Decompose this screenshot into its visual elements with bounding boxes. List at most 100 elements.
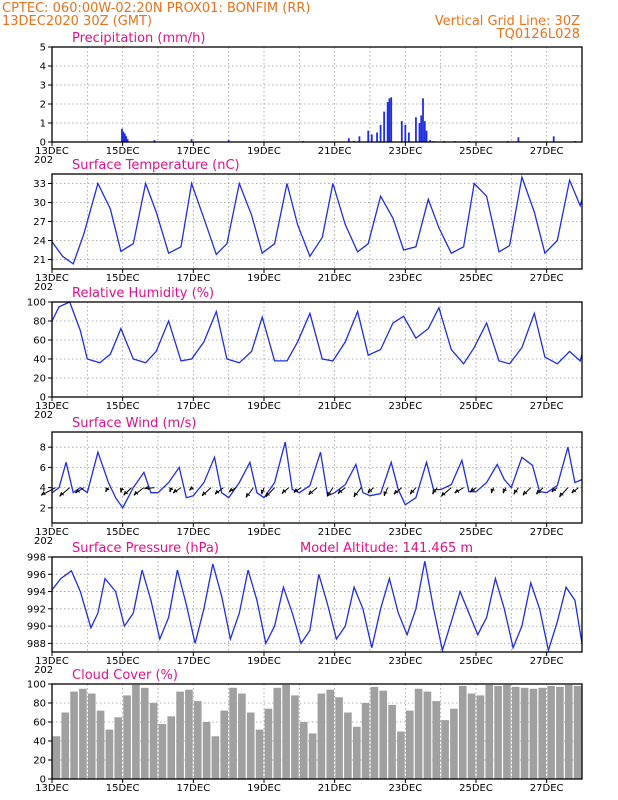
cloud-cover-bar — [529, 688, 538, 779]
cloud-cover-bar — [352, 726, 361, 779]
wind-vector-arrowhead — [260, 489, 265, 495]
precipitation-x-tick-label: 19DEC — [247, 146, 281, 157]
wind-vector-arrow — [75, 487, 85, 494]
precipitation-bar — [376, 132, 378, 142]
precipitation-bar — [390, 97, 393, 142]
wind-vector-arrowhead — [265, 492, 270, 498]
cloud-cover-bar — [140, 687, 149, 779]
wind-vector-arrow — [410, 487, 417, 495]
cloud-cover-bar — [291, 695, 299, 779]
temperature-x-tick-label: 23DEC — [388, 273, 422, 284]
wind-vector-arrowhead — [454, 488, 460, 494]
wind-vector-arrowhead — [502, 488, 507, 494]
cloud-cover-bar — [379, 690, 388, 779]
cloud-cover-y-tick-label: 40 — [33, 737, 46, 748]
wind-vector-arrow — [383, 487, 389, 497]
cloud-cover-bar — [273, 687, 282, 779]
cloud-cover-panel: 0 20 40 60 80 100 13DEC 15DEC 17DEC 19DEC 21DEC 23D… — [27, 668, 583, 794]
humidity-x-tick-label: 19DEC — [247, 401, 281, 412]
cloud-cover-bar — [538, 687, 547, 779]
pressure-x-tick-label: 21DEC — [318, 656, 352, 667]
pressure-frame — [51, 556, 583, 653]
cloud-cover-y-tick-label: 60 — [33, 718, 46, 729]
cloud-cover-bar — [105, 729, 114, 779]
temperature-x-tick-label: 21DEC — [318, 273, 352, 284]
wind-vector-arrow — [265, 487, 275, 498]
precipitation-bar — [367, 130, 370, 142]
cloud-cover-bar — [193, 701, 202, 779]
wind-x-tick-label: 25DEC — [459, 527, 493, 538]
wind-vector-arrowhead — [40, 491, 46, 496]
humidity-x-tick-label: 17DEC — [176, 401, 210, 412]
humidity-y-tick-label: 20 — [33, 374, 46, 385]
wind-vector-arrowhead — [201, 491, 207, 497]
precipitation-bar — [425, 130, 428, 142]
precipitation-bar — [122, 131, 125, 142]
precipitation-x-tick-label: 27DEC — [530, 146, 564, 157]
temperature-x-tick-label: 19DEC — [247, 273, 281, 284]
humidity-x-tick-label: 27DEC — [530, 401, 564, 412]
wind-panel: 2 4 6 8 13DEC 15DEC 17DEC 19DEC 21DEC 23DEC 25DEC 2… — [34, 416, 583, 547]
temperature-year-label: 202 — [34, 282, 53, 293]
precipitation-x-tick-label: 21DEC — [318, 146, 352, 157]
wind-vector-arrowhead — [75, 488, 80, 494]
cloud-cover-bar — [432, 701, 441, 779]
wind-x-tick-label: 19DEC — [247, 527, 281, 538]
precipitation-bar — [153, 140, 156, 142]
header-location: CPTEC: 060:00W-02:20N PROX01: BONFIM (RR… — [2, 1, 310, 16]
precipitation-bar — [400, 121, 403, 142]
cloud-cover-x-tick-label: 21DEC — [318, 783, 352, 794]
cloud-cover-bar — [308, 733, 317, 779]
wind-vector-arrow — [353, 487, 362, 498]
wind-vector-arrowhead — [393, 489, 399, 495]
cloud-cover-bar — [299, 722, 308, 779]
cloud-cover-bar — [547, 685, 555, 779]
cloud-cover-bar — [344, 712, 352, 779]
precipitation-bar — [552, 136, 555, 142]
precipitation-y-tick-label: 0 — [40, 138, 46, 149]
cloud-cover-bar — [123, 695, 131, 779]
cloud-cover-x-tick-label: 19DEC — [247, 783, 281, 794]
temperature-x-tick-label: 17DEC — [176, 273, 210, 284]
pressure-x-tick-label: 23DEC — [388, 656, 422, 667]
cloud-cover-y-tick-label: 20 — [33, 756, 46, 767]
cloud-cover-bar — [255, 729, 264, 779]
wind-title: Surface Wind (m/s) — [72, 416, 196, 431]
cloud-cover-bar — [264, 708, 273, 779]
precipitation-x-tick-label: 23DEC — [388, 146, 422, 157]
cloud-cover-bar — [520, 687, 529, 779]
humidity-year-label: 202 — [34, 410, 53, 421]
precipitation-bar — [358, 136, 361, 142]
temperature-title: Surface Temperature (nC) — [72, 158, 240, 173]
wind-vector-arrow — [308, 487, 318, 496]
humidity-x-tick-label: 21DEC — [318, 401, 352, 412]
cloud-cover-bar — [317, 693, 326, 779]
cloud-cover-bar — [370, 686, 379, 779]
cloud-cover-bar — [79, 688, 87, 779]
wind-vector-arrow — [293, 487, 302, 493]
temperature-y-tick-label: 21 — [33, 255, 46, 266]
precipitation-panel: 0 1 2 3 4 5 13DEC 15DEC 17DEC 19DEC 21DEC 23DEC 25DE… — [34, 31, 583, 166]
pressure-y-tick-label: 988 — [27, 639, 46, 650]
cloud-cover-x-tick-label: 15DEC — [106, 783, 140, 794]
wind-vector-arrow — [245, 487, 254, 498]
precipitation-bar — [415, 117, 417, 142]
wind-vector-arrowhead — [536, 489, 541, 495]
precipitation-bar — [388, 98, 391, 142]
wind-vector-arrowhead — [119, 487, 124, 493]
precipitation-y-tick-label: 1 — [40, 119, 46, 130]
cloud-cover-bar — [397, 731, 405, 779]
wind-y-tick-label: 6 — [40, 463, 46, 474]
wind-vector-arrow — [559, 487, 569, 498]
wind-year-label: 202 — [34, 536, 53, 547]
humidity-title: Relative Humidity (%) — [72, 286, 214, 301]
cloud-cover-bar — [423, 691, 432, 779]
precipitation-frame — [51, 46, 583, 143]
wind-vector-arrowhead — [326, 491, 332, 497]
precipitation-bar — [125, 136, 128, 142]
precipitation-bar — [429, 140, 431, 142]
precipitation-title: Precipitation (mm/h) — [72, 31, 205, 46]
wind-vector-arrow — [59, 487, 70, 497]
precipitation-x-tick-label: 13DEC — [35, 146, 69, 157]
